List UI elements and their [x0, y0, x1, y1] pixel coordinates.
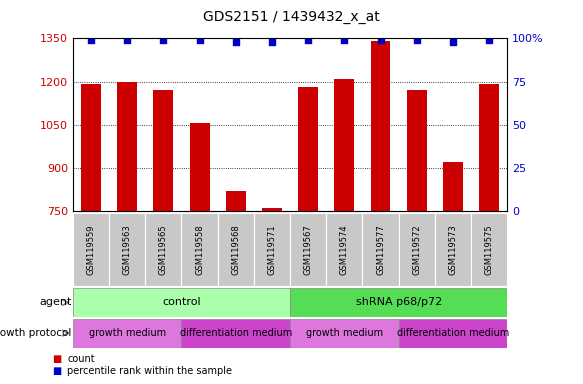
Bar [262, 208, 282, 211]
Point [231, 39, 240, 45]
Bar [435, 213, 471, 286]
Text: count: count [67, 354, 94, 364]
Point [376, 37, 385, 43]
Text: growth protocol: growth protocol [0, 328, 72, 338]
Bar [145, 213, 181, 286]
Bar [399, 319, 507, 348]
Text: growth medium: growth medium [305, 328, 383, 338]
Bar [407, 90, 427, 211]
Text: GDS2151 / 1439432_x_at: GDS2151 / 1439432_x_at [203, 10, 380, 23]
Bar [326, 213, 363, 286]
Bar [335, 79, 354, 211]
Text: GSM119573: GSM119573 [448, 224, 458, 275]
Text: ■: ■ [52, 366, 62, 376]
Point [340, 37, 349, 43]
Point [448, 39, 458, 45]
Bar [290, 319, 399, 348]
Bar [73, 288, 290, 317]
Text: ■: ■ [52, 354, 62, 364]
Text: growth medium: growth medium [89, 328, 166, 338]
Bar [153, 90, 173, 211]
Bar [290, 213, 326, 286]
Bar [73, 213, 109, 286]
Text: agent: agent [39, 297, 72, 308]
Bar [217, 213, 254, 286]
Text: percentile rank within the sample: percentile rank within the sample [67, 366, 232, 376]
Bar [73, 319, 181, 348]
Point [304, 37, 313, 43]
Text: GSM119567: GSM119567 [304, 224, 312, 275]
Point [86, 37, 96, 43]
Bar [181, 319, 290, 348]
Text: GSM119565: GSM119565 [159, 224, 168, 275]
Bar [363, 213, 399, 286]
Bar [189, 123, 209, 211]
Text: GSM119574: GSM119574 [340, 224, 349, 275]
Point [484, 37, 494, 43]
Text: GSM119577: GSM119577 [376, 224, 385, 275]
Bar [290, 288, 507, 317]
Bar [371, 41, 391, 211]
Bar [117, 81, 137, 211]
Text: control: control [162, 297, 201, 308]
Text: GSM119563: GSM119563 [122, 224, 132, 275]
Text: differentiation medium: differentiation medium [397, 328, 509, 338]
Bar [109, 213, 145, 286]
Point [267, 39, 276, 45]
Text: differentiation medium: differentiation medium [180, 328, 292, 338]
Bar [298, 87, 318, 211]
Bar [181, 213, 217, 286]
Point [159, 37, 168, 43]
Text: GSM119571: GSM119571 [268, 224, 276, 275]
Point [122, 37, 132, 43]
Text: GSM119558: GSM119558 [195, 224, 204, 275]
Bar [254, 213, 290, 286]
Bar [443, 162, 463, 211]
Bar [399, 213, 435, 286]
Text: GSM119559: GSM119559 [86, 224, 96, 275]
Text: shRNA p68/p72: shRNA p68/p72 [356, 297, 442, 308]
Bar [471, 213, 507, 286]
Point [195, 37, 204, 43]
Point [412, 37, 422, 43]
Bar [479, 84, 499, 211]
Text: GSM119568: GSM119568 [231, 224, 240, 275]
Text: GSM119575: GSM119575 [484, 224, 494, 275]
Text: GSM119572: GSM119572 [412, 224, 422, 275]
Bar [81, 84, 101, 211]
Bar [226, 191, 245, 211]
